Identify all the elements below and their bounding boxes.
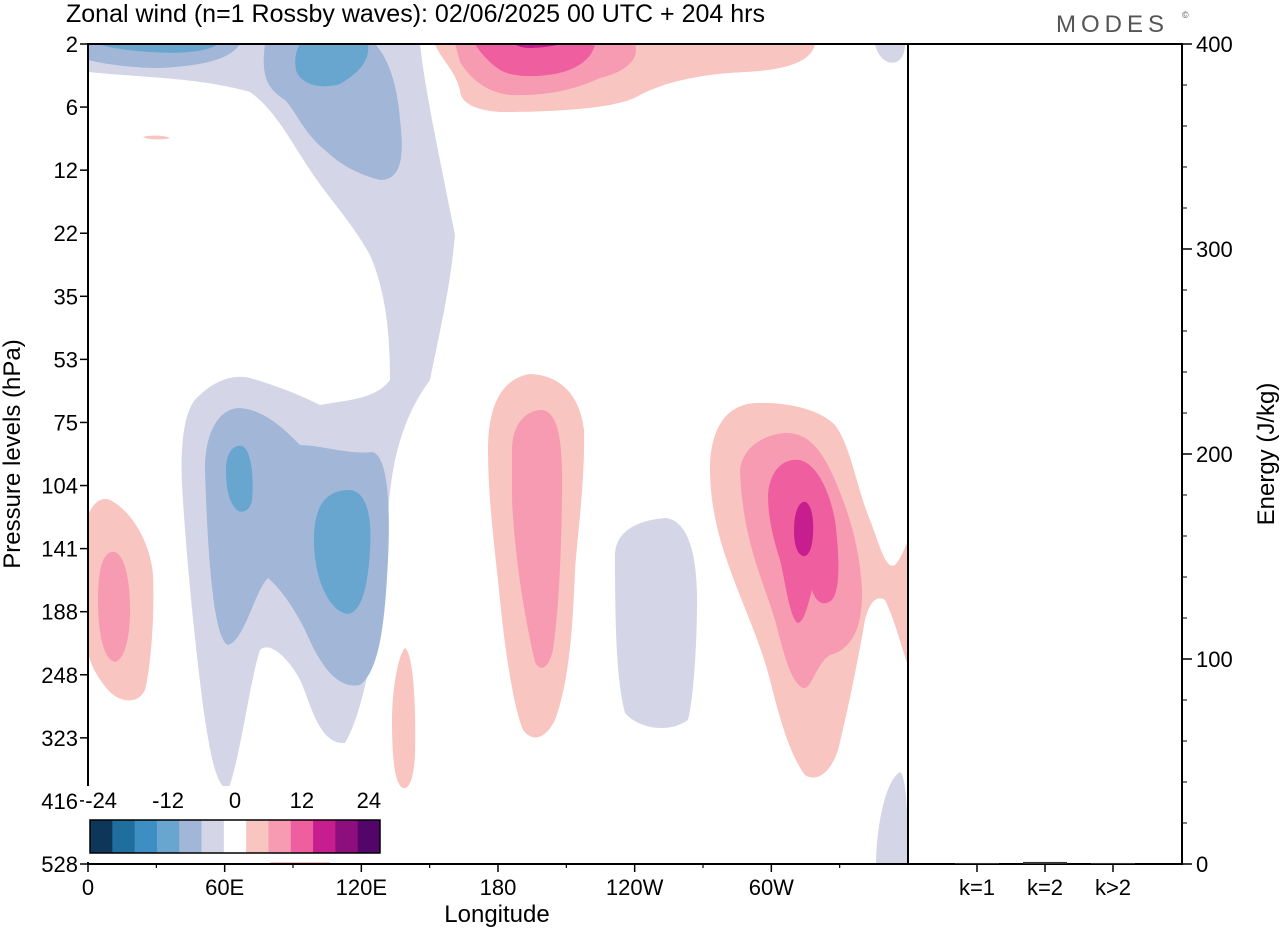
x-tick-label: 60W [749,875,794,900]
energy-axis-label: Energy (J/kg) [1253,383,1280,526]
energy-bars: k=1 k=2 k>2 [955,861,1135,900]
contour-pos-6-speck [143,135,170,140]
contour-neg-18-upper-left [100,44,218,53]
contour-neg-6-central [615,518,697,729]
y-tick-label: 248 [41,663,78,688]
energy-frame [907,43,1183,865]
y-tick-label: 53 [54,347,78,372]
colorbar-swatch [268,820,292,853]
colorbar-label: 0 [229,788,241,813]
pressure-axis: 2 6 12 22 35 53 75 104 141 188 248 323 416 528 [41,32,88,877]
contour-neg-18-lower-a [226,445,253,512]
colorbar-swatch [335,820,359,853]
energy-tick-label: 200 [1196,442,1233,467]
colorbar-label: -24 [85,788,117,813]
colorbar-swatch [179,820,203,853]
colorbar-swatch [313,820,336,853]
energy-tick-label: 400 [1196,32,1233,57]
modes-logo-mark: © [1182,10,1189,20]
colorbar-swatch [246,820,269,853]
y-tick-label: 104 [41,474,78,499]
colorbar-label: -12 [152,788,184,813]
x-tick-label: 0 [82,875,94,900]
x-tick-label: 120E [336,875,387,900]
contour-pos-24-right [794,501,814,557]
colorbar-label: 12 [290,788,314,813]
y-tick-label: 2 [66,32,78,57]
colorbar-swatch [112,820,136,853]
longitude-axis: 0 60E 120E 180 120W 60W [82,864,841,900]
y-tick-label: 528 [41,852,78,877]
contour-neg-18-lower-b [314,490,371,614]
energy-bar [955,862,999,864]
energy-tick-label: 300 [1196,237,1233,262]
zonal-wind-heatmap [88,44,908,864]
contour-neg-6-corner [876,772,908,864]
y-tick-label: 75 [54,410,78,435]
y-tick-label: 323 [41,726,78,751]
modes-logo: MODES © [1056,10,1189,38]
y-tick-label: 6 [66,95,78,120]
colorbar-label: 24 [357,788,381,813]
bar-category-label: k>2 [1095,875,1131,900]
x-tick-label: 180 [480,875,517,900]
y-tick-label: 416 [41,789,78,814]
x-axis-label: Longitude [444,901,549,928]
contour-pos-12-central [512,410,562,668]
chart-title: Zonal wind (n=1 Rossby waves): 02/06/202… [66,0,765,28]
energy-tick-label: 100 [1196,647,1233,672]
energy-axis: 0 100 200 300 400 [1182,32,1233,877]
colorbar-swatch [156,820,180,853]
modes-logo-text: MODES [1056,11,1169,38]
colorbar-swatch [90,820,113,853]
bar-category-label: k=2 [1027,875,1063,900]
contour-pos-18-upper [475,44,595,77]
colorbar-frame [89,819,381,854]
energy-tick-label: 0 [1196,852,1208,877]
x-tick-label: 60E [205,875,244,900]
bar-category-label: k=1 [959,875,995,900]
colorbar: -24 -12 0 12 24 [84,786,388,862]
y-tick-label: 141 [41,537,78,562]
colorbar-swatch [290,820,314,853]
y-tick-label: 188 [41,600,78,625]
colorbar-swatch [223,820,247,853]
y-tick-label: 35 [54,284,78,309]
x-tick-label: 120W [606,875,664,900]
y-axis-label: Pressure levels (hPa) [0,339,26,568]
colorbar-swatch [134,820,158,853]
contour-neg-18-upper [295,44,369,87]
colorbar-swatch [357,820,381,853]
energy-bar [1091,862,1135,864]
contour-pos-6-plume [392,648,416,789]
contour-pos-12-left [98,551,130,662]
y-tick-label: 12 [54,158,78,183]
colorbar-swatch [201,820,225,853]
energy-bar [1023,861,1067,864]
y-tick-label: 22 [54,221,78,246]
